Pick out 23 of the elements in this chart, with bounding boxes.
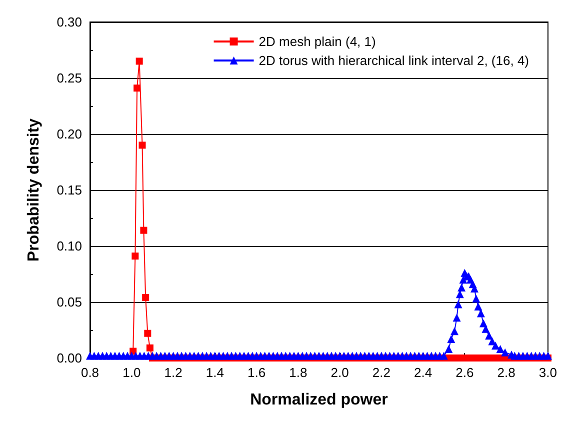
x-tick-label: 2.2 bbox=[372, 365, 390, 380]
y-tick-label: 0.20 bbox=[56, 126, 82, 142]
x-tick-label: 3.0 bbox=[538, 365, 558, 380]
x-tick-label: 1.0 bbox=[122, 365, 141, 380]
y-tick-label: 0.30 bbox=[56, 14, 82, 30]
x-tick-label: 1.6 bbox=[247, 365, 266, 380]
x-tick-label: 1.8 bbox=[289, 365, 308, 380]
y-tick-label: 0.15 bbox=[56, 182, 82, 198]
x-tick-label: 0.8 bbox=[80, 365, 100, 380]
x-tick-label: 2.6 bbox=[456, 365, 474, 380]
legend-label: 2D mesh plain (4, 1) bbox=[258, 34, 376, 49]
x-axis-title: Normalized power bbox=[250, 392, 388, 408]
y-tick-label: 0.25 bbox=[56, 70, 82, 86]
x-tick-label: 1.2 bbox=[164, 365, 182, 380]
x-tick-label: 2.0 bbox=[330, 365, 349, 380]
y-tick-label: 0.05 bbox=[56, 294, 82, 310]
x-tick-label: 1.4 bbox=[206, 365, 224, 380]
y-tick-label: 0.10 bbox=[56, 238, 82, 254]
legend-label: 2D torus with hierarchical link interval 2, (16, 4) bbox=[258, 53, 530, 68]
y-axis-title: Probability density bbox=[26, 118, 42, 262]
x-tick-label: 2.8 bbox=[497, 365, 516, 380]
x-tick-label: 2.4 bbox=[414, 365, 432, 380]
y-tick-label: 0.00 bbox=[56, 350, 82, 366]
